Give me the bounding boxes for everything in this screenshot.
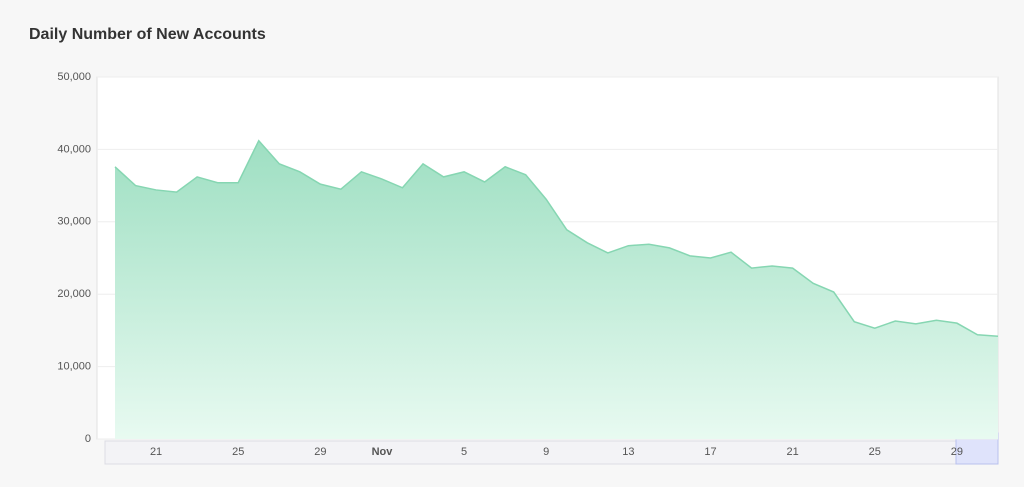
x-tick-label: 21 — [150, 446, 162, 458]
x-tick-label: 13 — [622, 446, 634, 458]
x-tick-label: 29 — [314, 446, 326, 458]
y-tick-label: 30,000 — [57, 216, 91, 228]
line — [114, 139, 999, 337]
y-tick-label: 10,000 — [57, 361, 91, 373]
x-tick-label: 25 — [869, 446, 881, 458]
chart-title: Daily Number of New Accounts — [29, 26, 266, 43]
x-tick-label: 25 — [232, 446, 244, 458]
x-tick-label: 9 — [543, 446, 549, 458]
x-tick-label: 29 — [951, 446, 963, 458]
x-tick-label: 17 — [704, 446, 716, 458]
y-tick-label: 0 — [85, 433, 91, 445]
x-tick-label: 21 — [787, 446, 799, 458]
y-tick-label: 20,000 — [57, 288, 91, 300]
x-tick-label: 5 — [461, 446, 467, 458]
y-tick-label: 40,000 — [57, 143, 91, 155]
area — [115, 140, 998, 439]
x-tick-label: Nov — [372, 446, 394, 458]
y-tick-label: 50,000 — [57, 71, 91, 83]
